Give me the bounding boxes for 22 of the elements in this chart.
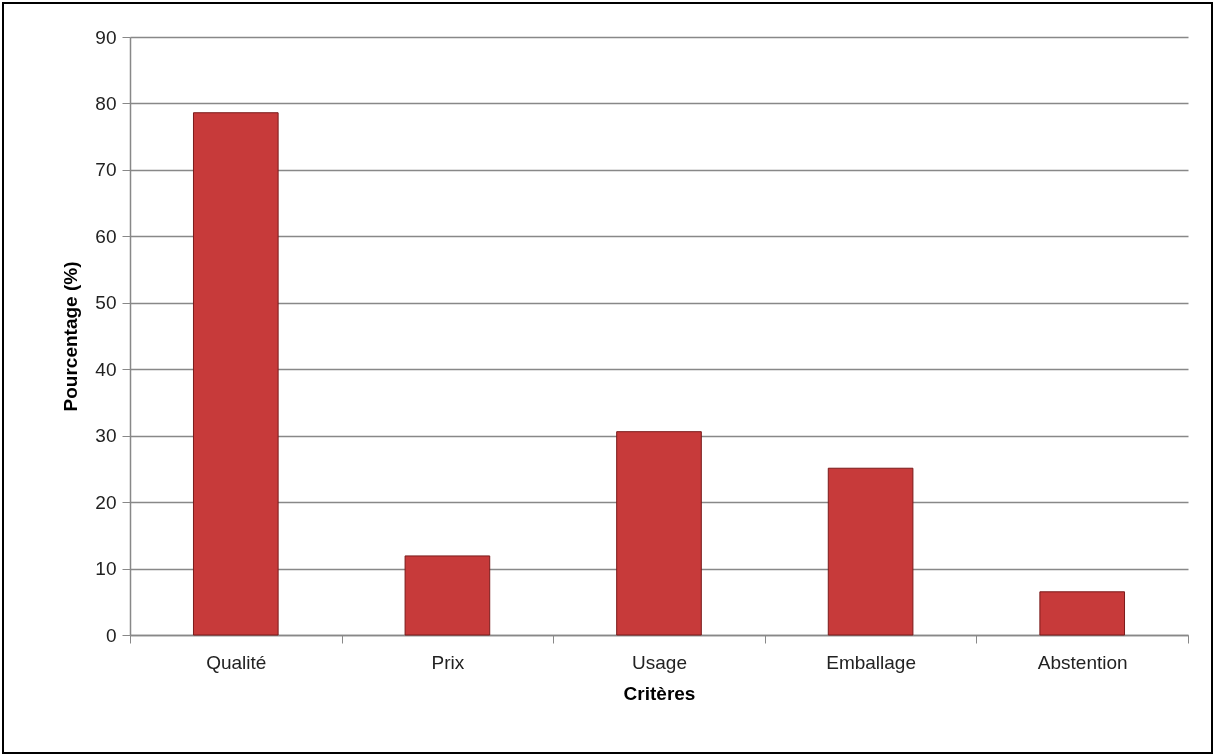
y-tick-label: 40: [95, 358, 117, 380]
y-tick-label: 60: [95, 225, 117, 247]
x-tick-label: Qualité: [206, 651, 267, 673]
x-tick-label: Abstention: [1037, 651, 1128, 673]
y-tick-label: 50: [95, 292, 117, 314]
y-tick-label: 90: [95, 26, 117, 48]
x-tick-label: Emballage: [826, 651, 916, 673]
y-tick-label: 10: [95, 558, 117, 580]
y-tick-label: 70: [95, 159, 117, 181]
bar: [827, 467, 914, 636]
y-tick-label: 30: [95, 425, 117, 447]
y-tick-label: 0: [105, 624, 117, 646]
bar: [404, 555, 491, 636]
x-tick-label: Prix: [431, 651, 465, 673]
y-tick-label: 80: [95, 92, 117, 114]
bar: [1039, 591, 1126, 636]
x-axis-title: Critères: [623, 682, 696, 704]
bar: [192, 112, 279, 636]
bar: [616, 431, 702, 636]
y-tick-label: 20: [95, 491, 117, 513]
x-tick-label: Usage: [632, 651, 687, 673]
y-axis-title: Pourcentage (%): [60, 261, 82, 412]
